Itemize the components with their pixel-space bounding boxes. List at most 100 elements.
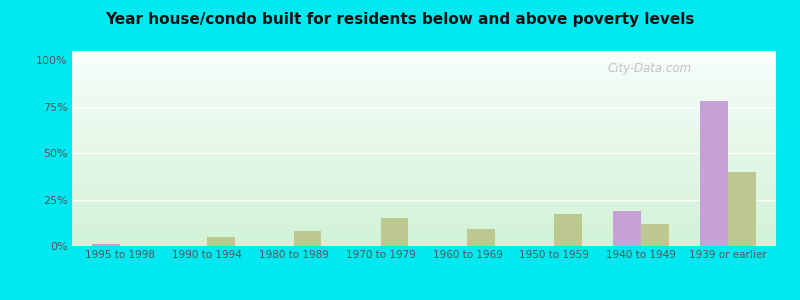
Text: Year house/condo built for residents below and above poverty levels: Year house/condo built for residents bel… bbox=[106, 12, 694, 27]
Bar bbox=[72, 146, 776, 148]
Bar bbox=[72, 53, 776, 54]
Bar bbox=[72, 110, 776, 111]
Bar bbox=[72, 173, 776, 174]
Bar bbox=[381, 218, 408, 246]
Bar bbox=[72, 196, 776, 197]
Bar bbox=[72, 181, 776, 182]
Bar bbox=[72, 165, 776, 166]
Bar bbox=[72, 97, 776, 98]
Bar bbox=[72, 84, 776, 85]
Bar bbox=[72, 175, 776, 176]
Bar bbox=[72, 244, 776, 245]
Bar bbox=[72, 229, 776, 230]
Bar bbox=[72, 132, 776, 133]
Bar bbox=[72, 184, 776, 185]
Bar bbox=[72, 95, 776, 96]
Bar bbox=[72, 150, 776, 152]
Bar bbox=[72, 185, 776, 187]
Bar bbox=[72, 57, 776, 58]
Bar bbox=[72, 154, 776, 155]
Bar bbox=[72, 124, 776, 125]
Bar bbox=[72, 237, 776, 238]
Bar bbox=[72, 61, 776, 62]
Bar bbox=[72, 121, 776, 122]
Text: City-Data.com: City-Data.com bbox=[607, 62, 691, 75]
Bar bbox=[72, 94, 776, 95]
Bar bbox=[72, 52, 776, 53]
Bar bbox=[72, 135, 776, 136]
Bar bbox=[72, 144, 776, 145]
Bar bbox=[72, 217, 776, 218]
Bar bbox=[72, 128, 776, 129]
Bar bbox=[72, 191, 776, 192]
Bar bbox=[614, 211, 642, 246]
Bar bbox=[72, 162, 776, 163]
Bar bbox=[72, 195, 776, 196]
Bar bbox=[467, 229, 495, 246]
Bar bbox=[72, 55, 776, 56]
Bar bbox=[72, 99, 776, 100]
Bar bbox=[72, 204, 776, 205]
Bar bbox=[72, 148, 776, 149]
Bar bbox=[72, 51, 776, 52]
Bar bbox=[72, 139, 776, 140]
Bar bbox=[72, 133, 776, 134]
Bar bbox=[72, 227, 776, 229]
Bar bbox=[72, 125, 776, 126]
Bar bbox=[72, 192, 776, 193]
Bar bbox=[72, 98, 776, 99]
Bar bbox=[72, 202, 776, 203]
Bar bbox=[72, 145, 776, 146]
Bar bbox=[72, 224, 776, 226]
Bar bbox=[72, 164, 776, 165]
Bar bbox=[72, 120, 776, 121]
Bar bbox=[700, 101, 728, 246]
Bar bbox=[72, 234, 776, 235]
Bar bbox=[72, 171, 776, 172]
Bar bbox=[72, 103, 776, 105]
Bar bbox=[72, 212, 776, 213]
Bar bbox=[72, 156, 776, 157]
Bar bbox=[72, 81, 776, 82]
Bar bbox=[728, 172, 756, 246]
Bar bbox=[72, 180, 776, 181]
Bar bbox=[72, 134, 776, 135]
Bar bbox=[72, 211, 776, 212]
Bar bbox=[72, 177, 776, 178]
Bar bbox=[72, 60, 776, 61]
Bar bbox=[72, 68, 776, 70]
Bar bbox=[72, 182, 776, 183]
Bar bbox=[72, 160, 776, 161]
Bar bbox=[72, 170, 776, 171]
Bar bbox=[72, 214, 776, 215]
Bar bbox=[72, 117, 776, 118]
Bar bbox=[72, 70, 776, 71]
Bar bbox=[72, 119, 776, 120]
Bar bbox=[72, 114, 776, 115]
Bar bbox=[72, 72, 776, 74]
Bar bbox=[72, 126, 776, 127]
Bar bbox=[72, 216, 776, 217]
Bar bbox=[72, 168, 776, 169]
Bar bbox=[72, 187, 776, 188]
Bar bbox=[72, 123, 776, 124]
Bar bbox=[72, 207, 776, 208]
Bar bbox=[72, 113, 776, 114]
Bar bbox=[72, 93, 776, 94]
Bar bbox=[72, 66, 776, 67]
Bar bbox=[92, 244, 120, 246]
Bar bbox=[72, 122, 776, 123]
Bar bbox=[72, 161, 776, 162]
Bar bbox=[72, 54, 776, 55]
Bar bbox=[72, 118, 776, 119]
Bar bbox=[72, 142, 776, 144]
Bar bbox=[72, 218, 776, 219]
Bar bbox=[72, 205, 776, 206]
Bar bbox=[72, 231, 776, 232]
Bar bbox=[72, 210, 776, 211]
Bar bbox=[72, 90, 776, 91]
Bar bbox=[72, 131, 776, 132]
Bar bbox=[72, 58, 776, 59]
Bar bbox=[72, 83, 776, 84]
Bar bbox=[72, 67, 776, 68]
